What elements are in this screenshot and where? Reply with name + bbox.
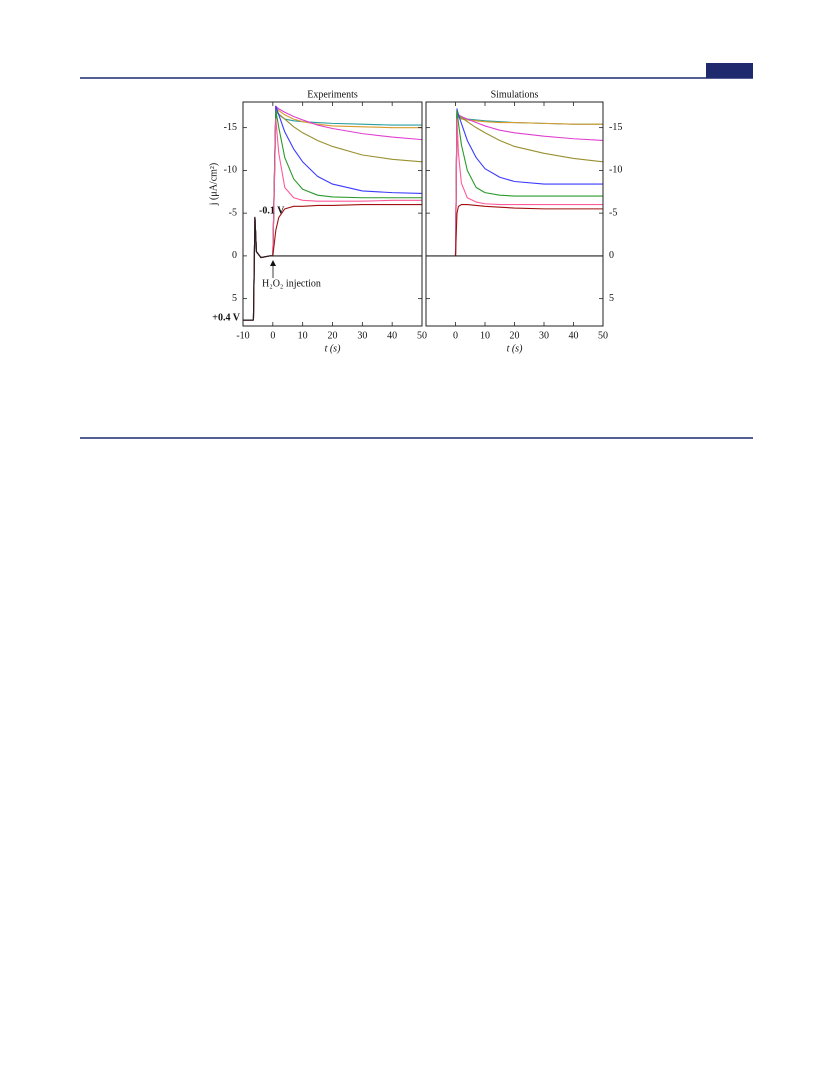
y-tick-label: 5 bbox=[232, 293, 237, 304]
data-line bbox=[454, 108, 603, 256]
x-tick-label: 0 bbox=[453, 330, 458, 341]
y-tick-label: 5 bbox=[609, 293, 614, 304]
data-line bbox=[243, 118, 422, 321]
data-line bbox=[454, 118, 603, 256]
x-axis-label: t (s) bbox=[507, 343, 524, 354]
x-tick-label: 10 bbox=[298, 330, 308, 341]
x-tick-label: 0 bbox=[270, 330, 275, 341]
x-tick-label: 20 bbox=[328, 330, 338, 341]
x-tick-label: 30 bbox=[357, 330, 367, 341]
x-tick-label: 50 bbox=[417, 330, 427, 341]
header-box bbox=[706, 63, 753, 78]
y-tick-label: -15 bbox=[224, 122, 237, 133]
y-tick-label: 0 bbox=[232, 250, 237, 261]
chart-title: Simulations bbox=[491, 89, 539, 100]
data-line bbox=[454, 110, 603, 256]
y-tick-label: -15 bbox=[609, 122, 622, 133]
x-tick-label: 40 bbox=[387, 330, 397, 341]
annotation-arrowhead bbox=[270, 260, 276, 266]
y-axis-label: j (μA/cm²) bbox=[208, 163, 219, 207]
y-tick-label: 0 bbox=[609, 250, 614, 261]
y-tick-label: -10 bbox=[609, 165, 622, 176]
x-tick-label: 20 bbox=[510, 330, 520, 341]
x-tick-label: 30 bbox=[539, 330, 549, 341]
plot-frame bbox=[425, 101, 604, 327]
x-tick-label: 40 bbox=[569, 330, 579, 341]
y-tick-label: -5 bbox=[609, 207, 617, 218]
data-line bbox=[454, 204, 603, 256]
x-axis-label: t (s) bbox=[325, 343, 342, 354]
x-tick-label: 50 bbox=[598, 330, 608, 341]
data-line bbox=[243, 216, 422, 321]
annotation: -0.1 V bbox=[259, 205, 285, 216]
x-tick-label: 10 bbox=[480, 330, 490, 341]
data-line bbox=[243, 204, 422, 321]
y-tick-label: -5 bbox=[229, 207, 237, 218]
x-tick-label: -10 bbox=[236, 330, 249, 341]
chart-title: Experiments bbox=[307, 89, 358, 100]
data-line bbox=[454, 110, 603, 256]
annotation: H₂O₂ injection bbox=[262, 278, 321, 289]
annotation: +0.4 V bbox=[212, 312, 241, 323]
y-tick-label: -10 bbox=[224, 165, 237, 176]
